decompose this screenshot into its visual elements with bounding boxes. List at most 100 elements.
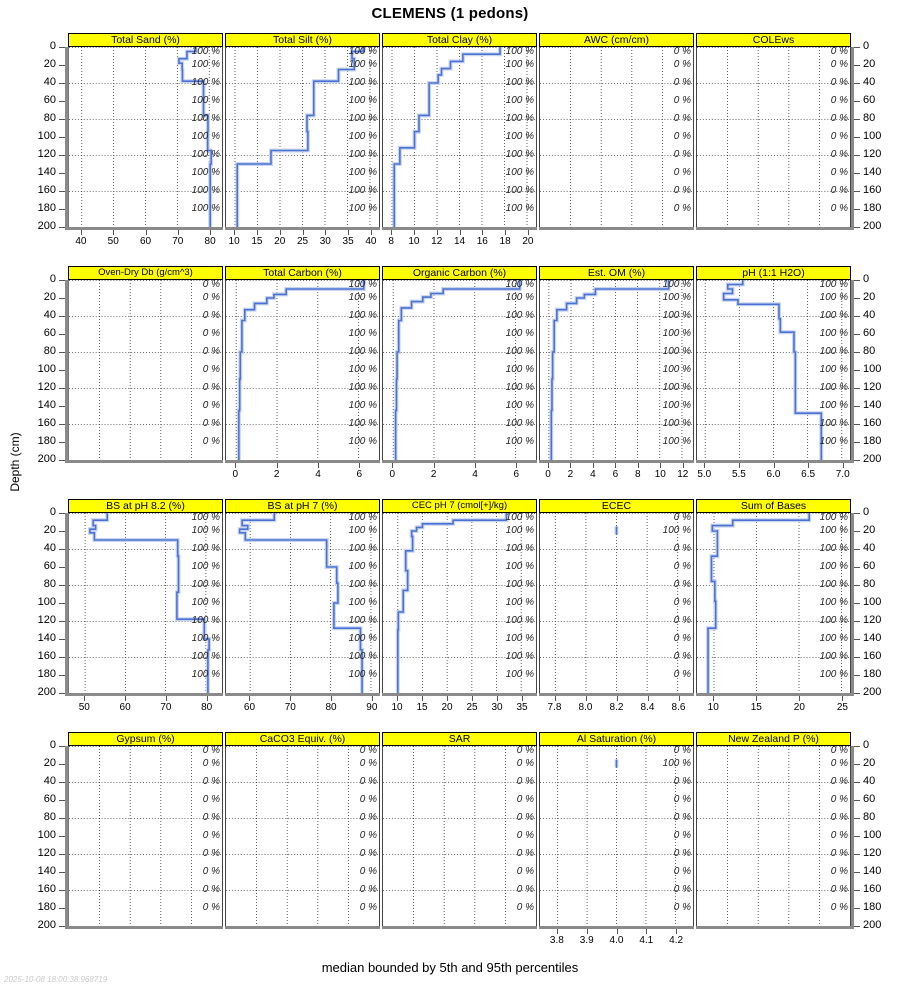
- y-tick-label-right: 60: [863, 327, 876, 339]
- percent-label: 0 %: [516, 758, 534, 769]
- percent-label: 100 %: [348, 185, 377, 196]
- percentile-band: [392, 47, 502, 227]
- percent-label: 0 %: [202, 364, 220, 375]
- x-tick-mark: [302, 230, 304, 235]
- x-axis-line: [539, 460, 694, 463]
- plot-canvas: [383, 280, 536, 460]
- percent-label: 100 %: [348, 364, 377, 375]
- percent-label: 0 %: [359, 848, 377, 859]
- panel-bs-at-ph-7: BS at pH 7 (%) 100 % 100 % 100 % 100 % 100 % 1…: [225, 499, 380, 693]
- plot-canvas: [540, 47, 693, 227]
- x-tick-label: 4.0: [609, 935, 624, 946]
- panel-title: Total Sand (%): [68, 33, 223, 47]
- percent-label: 100 %: [348, 203, 377, 214]
- x-tick-mark: [433, 463, 435, 468]
- percent-label: 100 %: [505, 346, 534, 357]
- x-tick-label: 12: [677, 469, 689, 480]
- percent-label: 100 %: [348, 149, 377, 160]
- x-tick-mark: [165, 696, 167, 701]
- y-tick-mark: [854, 890, 860, 891]
- y-tick-mark: [59, 388, 65, 389]
- y-tick-label-left: 140: [37, 166, 56, 178]
- y-tick-mark: [59, 280, 65, 281]
- x-tick-label: 35: [342, 236, 354, 247]
- percent-label: 100 %: [191, 525, 220, 536]
- percent-label: 0 %: [673, 615, 691, 626]
- x-axis-line: [696, 693, 851, 696]
- percent-label: 100 %: [819, 292, 848, 303]
- y-tick-label-right: 100: [863, 130, 882, 142]
- panel-plot-area: 100 % 100 % 100 % 100 % 100 % 100 % 100 % 100 %…: [68, 513, 223, 693]
- percent-label: 100 %: [819, 543, 848, 554]
- x-tick-label: 40: [75, 236, 87, 247]
- plot-canvas: [226, 746, 379, 926]
- x-axis-line: [539, 693, 694, 696]
- y-tick-label-right: 180: [863, 435, 882, 447]
- y-tick-label-left: 80: [43, 345, 56, 357]
- panel-title: Al Saturation (%): [539, 732, 694, 746]
- y-tick-mark: [854, 531, 860, 532]
- x-tick-label: 6: [612, 469, 619, 480]
- percent-label: 100 %: [348, 328, 377, 339]
- panel-caco3-equiv: CaCO3 Equiv. (%) 0 % 0 % 0 % 0 % 0 % 0 % 0 % 0 %…: [225, 732, 380, 926]
- x-tick-mark: [447, 696, 448, 701]
- percent-label: 100 %: [819, 525, 848, 536]
- x-tick-label: 25: [836, 702, 848, 713]
- percent-label: 100 %: [191, 615, 220, 626]
- y-tick-mark: [854, 334, 860, 335]
- x-axis-line: [68, 926, 223, 929]
- y-tick-mark: [59, 603, 65, 604]
- x-tick-label: 15: [750, 702, 762, 713]
- percent-label: 0 %: [830, 113, 848, 124]
- y-tick-label-right: 40: [863, 309, 876, 321]
- x-tick-label: 4: [315, 469, 321, 480]
- y-tick-label-left: 140: [37, 632, 56, 644]
- y-tick-label-right: 20: [863, 757, 876, 769]
- y-tick-label-left: 180: [37, 668, 56, 680]
- x-tick-label: 8.0: [578, 702, 593, 713]
- y-tick-mark: [59, 334, 65, 335]
- y-tick-mark: [854, 693, 860, 694]
- y-tick-mark: [59, 227, 65, 228]
- percent-label: 0 %: [202, 848, 220, 859]
- y-tick-label-left: 200: [37, 453, 56, 465]
- panel-new-zealand-p: New Zealand P (%) 0 % 0 % 0 % 0 % 0 % 0 % 0 % 0 …: [696, 732, 851, 926]
- x-tick-mark: [472, 696, 473, 701]
- percent-label: 0 %: [202, 794, 220, 805]
- y-axis-line-left: [65, 280, 68, 463]
- x-tick-label: 18: [499, 236, 511, 247]
- x-tick-mark: [475, 463, 476, 468]
- percent-label: 0 %: [830, 830, 848, 841]
- y-tick-mark: [854, 782, 860, 783]
- x-tick-label: 35: [516, 702, 528, 713]
- panel-plot-area: 0 % 0 % 0 % 0 % 0 % 0 % 0 % 0 % 0 % 0 %: [539, 47, 694, 227]
- y-tick-mark: [59, 746, 65, 747]
- y-tick-mark: [59, 531, 65, 532]
- x-tick-mark: [556, 929, 558, 934]
- percent-label: 100 %: [348, 651, 377, 662]
- percent-label: 0 %: [516, 794, 534, 805]
- panel-plot-area: 0 % 0 % 0 % 0 % 0 % 0 % 0 % 0 % 0 % 0 %: [696, 47, 851, 227]
- x-tick-mark: [808, 463, 810, 468]
- y-tick-mark: [854, 298, 860, 299]
- y-tick-mark: [59, 406, 65, 407]
- plot-canvas: [697, 746, 850, 926]
- median-line: [707, 513, 810, 693]
- percent-label: 100 %: [348, 597, 377, 608]
- y-tick-label-left: 100: [37, 130, 56, 142]
- x-tick-label: 8.4: [640, 702, 655, 713]
- median-line: [393, 47, 501, 227]
- y-tick-mark: [59, 639, 65, 640]
- percent-label: 100 %: [505, 651, 534, 662]
- panel-title: New Zealand P (%): [696, 732, 851, 746]
- y-tick-mark: [854, 101, 860, 102]
- percent-label: 100 %: [348, 280, 377, 290]
- percent-label: 100 %: [819, 382, 848, 393]
- percent-label: 100 %: [505, 167, 534, 178]
- x-tick-label: 20: [793, 702, 805, 713]
- y-tick-mark: [854, 621, 860, 622]
- y-tick-mark: [854, 65, 860, 66]
- percent-label: 100 %: [348, 400, 377, 411]
- y-tick-label-right: 140: [863, 865, 882, 877]
- y-tick-mark: [59, 191, 65, 192]
